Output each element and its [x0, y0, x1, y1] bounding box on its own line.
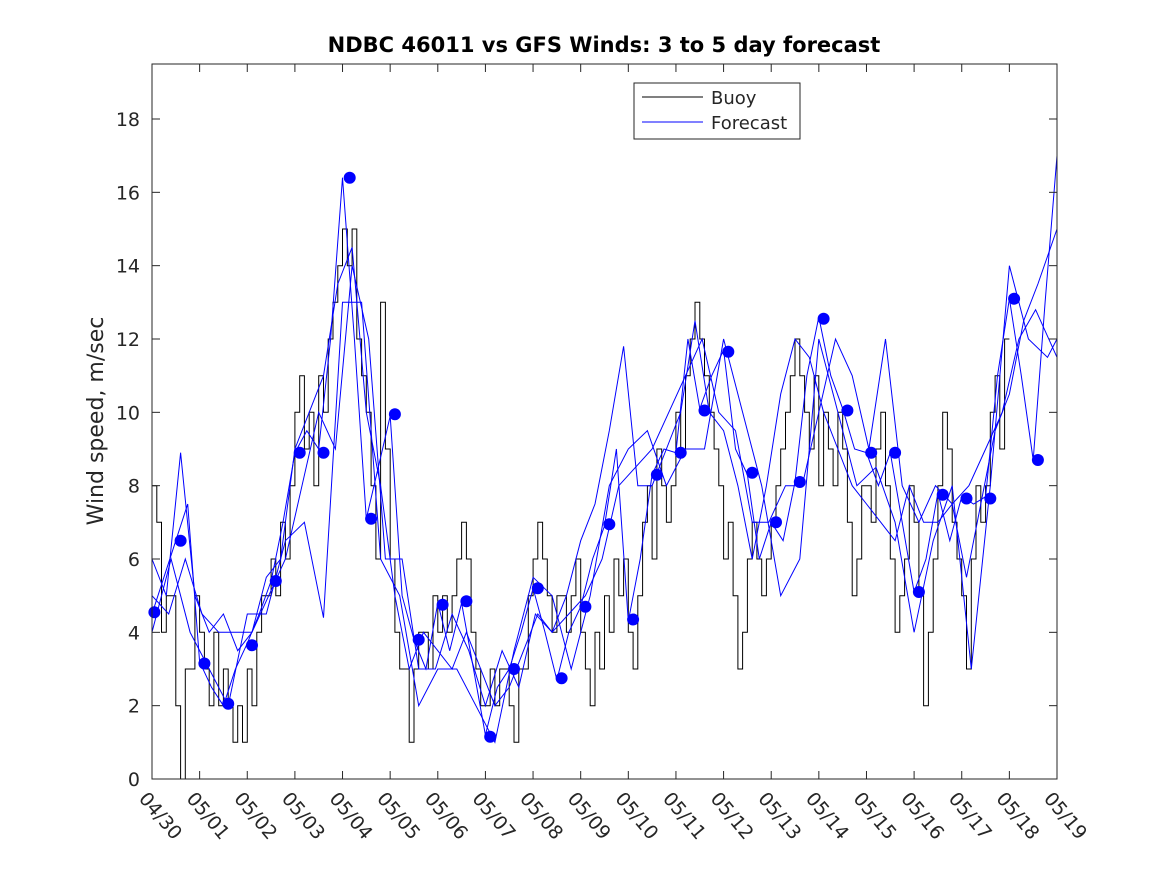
forecast-marker: [674, 446, 687, 459]
forecast-track-line: [151, 228, 1058, 707]
forecast-marker: [722, 345, 735, 358]
forecast-marker: [698, 404, 711, 417]
forecast-marker: [579, 600, 592, 613]
forecast-marker: [531, 582, 544, 595]
x-tick-label: 05/17: [944, 788, 996, 844]
x-tick-label: 05/14: [801, 788, 853, 844]
x-tick-label: 05/07: [468, 788, 520, 844]
forecast-marker: [627, 613, 640, 626]
y-tick-label: 12: [116, 329, 140, 351]
forecast-marker: [343, 171, 356, 184]
forecast-marker: [603, 518, 616, 531]
forecast-marker: [269, 575, 282, 587]
plot-area: [152, 64, 1057, 779]
x-tick-label: 05/12: [706, 788, 758, 844]
forecast-marker: [246, 639, 258, 652]
forecast-marker: [936, 488, 949, 501]
forecast-marker: [984, 492, 997, 505]
forecast-marker: [841, 404, 854, 417]
x-tick-label: 05/19: [1039, 788, 1091, 844]
y-tick-label: 16: [116, 182, 140, 204]
chart-title: NDBC 46011 vs GFS Winds: 3 to 5 day fore…: [328, 33, 881, 57]
x-tick-label: 05/11: [658, 788, 710, 844]
legend-buoy-label: Buoy: [711, 88, 757, 109]
forecast-marker: [198, 657, 211, 670]
y-axis-label: Wind speed, m/sec: [84, 317, 109, 526]
buoy-line: [152, 228, 1010, 780]
forecast-marker: [960, 492, 973, 505]
x-tick-label: 05/13: [753, 788, 805, 844]
x-tick-label: 05/18: [992, 788, 1044, 844]
y-axis: 0 2 4 6 8 10 12 14 16 18: [116, 109, 1057, 791]
forecast-marker: [889, 446, 902, 459]
legend-box: [633, 82, 801, 140]
legend-forecast-label: Forecast: [711, 113, 787, 134]
x-tick-label: 05/15: [849, 788, 901, 844]
y-tick-label: 6: [128, 549, 140, 571]
x-tick-label: 05/16: [896, 788, 948, 844]
x-tick-label: 05/03: [277, 788, 329, 844]
forecast-marker: [912, 586, 925, 598]
forecast-track-line: [151, 265, 1058, 744]
x-tick-label: 05/04: [325, 788, 377, 844]
axes-box: [151, 63, 1058, 780]
x-tick-label: 05/08: [515, 788, 567, 844]
forecast-marker: [770, 516, 782, 529]
legend: Buoy Forecast: [633, 82, 801, 140]
x-tick-label: 05/09: [563, 788, 615, 844]
forecast-marker: [388, 408, 401, 421]
y-tick-label: 18: [116, 109, 140, 131]
forecast-marker: [460, 595, 473, 608]
forecast-marker: [746, 466, 759, 479]
forecast-marker: [817, 312, 830, 325]
forecast-marker: [412, 633, 425, 646]
y-tick-label: 10: [116, 402, 140, 424]
forecast-marker: [293, 446, 306, 459]
forecast-marker: [1008, 292, 1021, 305]
forecast-marker: [148, 606, 161, 619]
forecast-marker: [650, 468, 663, 481]
forecast-marker: [508, 663, 520, 675]
forecast-marker: [317, 446, 330, 459]
x-tick-label: 05/05: [372, 788, 424, 844]
forecast-marker: [484, 730, 497, 743]
y-tick-label: 14: [116, 256, 140, 278]
y-tick-label: 8: [128, 476, 140, 498]
forecast-marker: [436, 598, 449, 611]
forecast-marker: [865, 446, 878, 459]
forecast-marker: [793, 476, 806, 488]
y-tick-label: 4: [128, 622, 140, 644]
data-layer: [148, 155, 1058, 780]
forecast-track-line: [151, 265, 1058, 708]
forecast-marker: [1031, 454, 1044, 466]
x-tick-label: 05/02: [229, 788, 281, 844]
x-tick-label: 05/01: [182, 788, 234, 844]
forecast-marker: [365, 512, 378, 525]
x-tick-label: 05/06: [420, 788, 472, 844]
x-tick-label: 05/10: [610, 788, 662, 844]
forecast-marker: [222, 697, 235, 710]
forecast-marker: [555, 672, 568, 685]
y-tick-label: 0: [128, 769, 140, 791]
x-tick-label: 04/30: [134, 788, 186, 844]
y-tick-label: 2: [128, 696, 140, 718]
forecast-marker: [174, 534, 187, 547]
